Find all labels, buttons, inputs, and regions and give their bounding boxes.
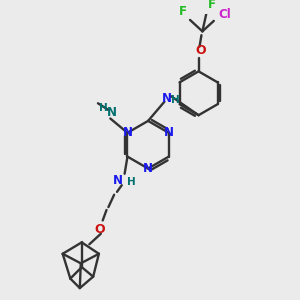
Text: H: H (171, 95, 180, 105)
Text: Cl: Cl (218, 8, 231, 21)
Text: H: H (99, 103, 108, 113)
Text: N: N (107, 106, 117, 119)
Text: N: N (122, 126, 133, 139)
Text: H: H (127, 177, 136, 187)
Text: N: N (164, 126, 174, 139)
Text: N: N (113, 174, 123, 187)
Text: F: F (179, 5, 187, 18)
Text: N: N (143, 162, 153, 175)
Text: O: O (195, 44, 206, 57)
Text: O: O (94, 224, 105, 236)
Text: F: F (208, 0, 216, 11)
Text: N: N (162, 92, 172, 104)
